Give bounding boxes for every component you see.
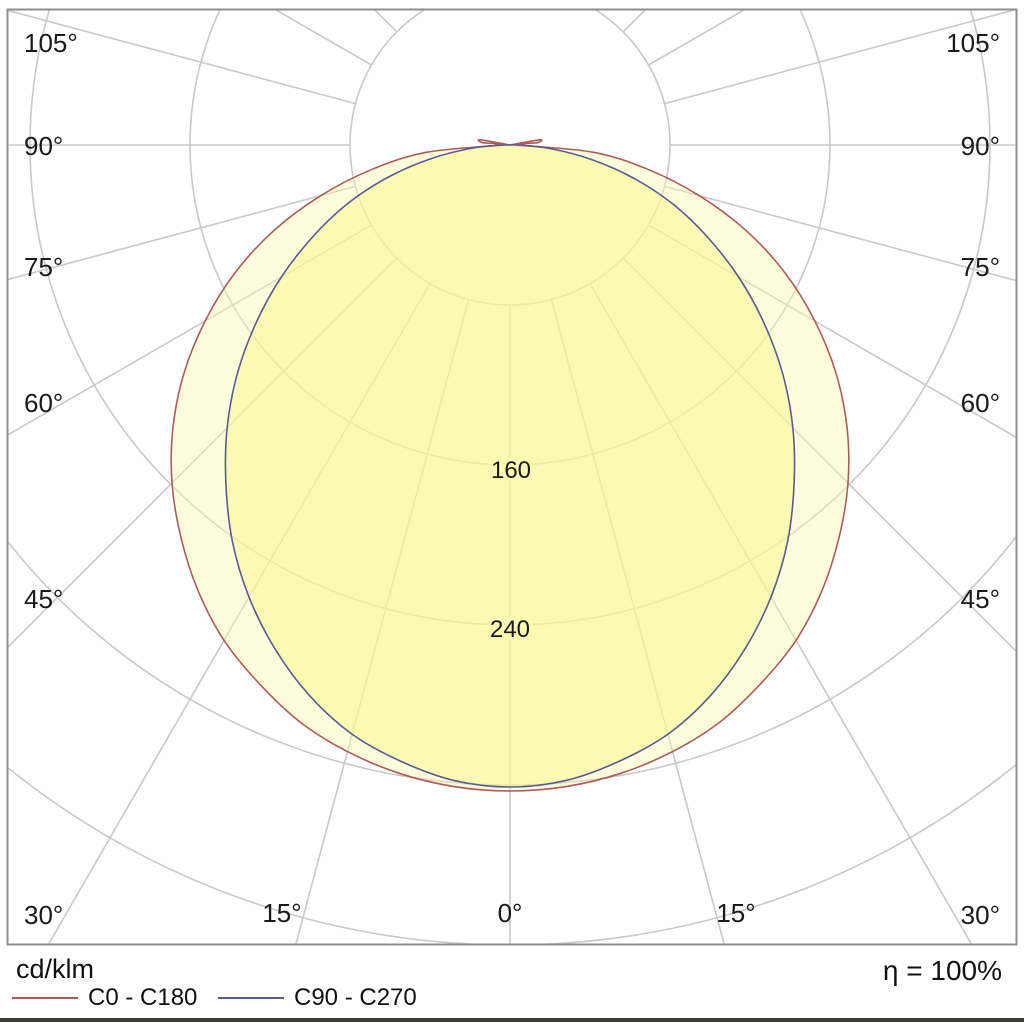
legend-item-c0-c180: C0 - C180 (12, 986, 197, 1010)
gamma-label-right-90°: 90° (961, 131, 1000, 161)
plot-border (6, 8, 1018, 946)
gamma-label-right-75°: 75° (961, 252, 1000, 282)
ring-value-label-160: 160 (491, 457, 531, 484)
intensity-curves (170, 138, 850, 792)
gamma-label-bottom-0°: 0° (498, 898, 523, 928)
gamma-label-right-30°: 30° (961, 900, 1000, 930)
unit-label: cd/klm (16, 954, 95, 984)
gamma-label-left-60°: 60° (24, 388, 63, 418)
gamma-label-right-105°: 105° (946, 28, 1000, 58)
axis-labels: 105° 90° 75° 60° 45° 30° 105° 90° 75° 60° 45° 30° 15… (24, 28, 1000, 930)
gamma-label-bottom-15°: 15° (716, 898, 755, 928)
legend-item-c90-c270: C90 - C270 (218, 986, 417, 1010)
ring-value-label-240: 240 (490, 616, 530, 643)
gamma-label-bottom-15°: 15° (262, 898, 301, 928)
legend-label-c0-c180: C0 - C180 (88, 984, 198, 1011)
gamma-label-left-105°: 105° (24, 28, 78, 58)
polar-chart: 105° 90° 75° 60° 45° 30° 105° 90° 75° 60° 45° 30° 15… (6, 8, 1018, 946)
gamma-label-right-45°: 45° (961, 584, 1000, 614)
gamma-label-left-30°: 30° (24, 900, 63, 930)
gamma-label-left-45°: 45° (24, 584, 63, 614)
gamma-label-right-60°: 60° (961, 388, 1000, 418)
section-divider-bar (0, 1018, 1024, 1022)
legend-line-c90-c270 (218, 997, 284, 999)
efficiency-label: η = 100% (882, 955, 1002, 986)
intensity-fill (171, 139, 849, 792)
gamma-label-left-75°: 75° (24, 252, 63, 282)
gamma-label-left-90°: 90° (24, 131, 63, 161)
legend-line-c0-c180 (12, 997, 78, 999)
legend-label-c90-c270: C90 - C270 (294, 984, 417, 1011)
